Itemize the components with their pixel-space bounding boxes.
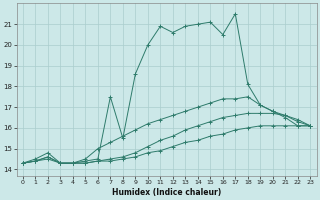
- X-axis label: Humidex (Indice chaleur): Humidex (Indice chaleur): [112, 188, 221, 197]
